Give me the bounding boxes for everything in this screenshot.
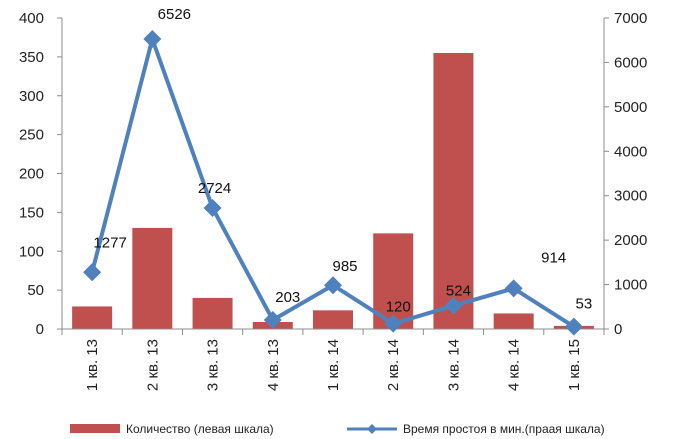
x-tick-label-5: 1 кв. 14	[325, 339, 342, 391]
x-tick-label-3: 3 кв. 13	[205, 339, 222, 391]
tick-labels: 0501001502002503003504000100020003000400…	[19, 10, 647, 391]
x-tick-label-9: 1 кв. 15	[566, 339, 583, 391]
legend-swatch-marker	[367, 424, 377, 434]
left-tick-label-3: 100	[19, 243, 44, 260]
x-tick-label-6: 2 кв. 14	[385, 339, 402, 391]
data-label-3: 2724	[198, 180, 231, 197]
data-label-6: 120	[386, 299, 411, 316]
left-tick-label-6: 250	[19, 127, 44, 144]
line-series	[83, 30, 583, 336]
right-tick-label-4: 3000	[614, 188, 647, 205]
left-tick-label-2: 50	[27, 282, 44, 299]
bar-1	[72, 306, 113, 329]
line-point-5	[324, 276, 342, 295]
x-tick-label-7: 3 кв. 14	[445, 339, 462, 391]
right-tick-label-2: 1000	[614, 277, 647, 294]
data-label-1: 1277	[93, 234, 126, 251]
right-tick-label-3: 2000	[614, 232, 647, 249]
bar-2	[132, 227, 173, 329]
bar-5	[313, 310, 353, 329]
axes	[57, 17, 609, 335]
bar-3	[192, 297, 233, 329]
right-tick-label-6: 5000	[614, 99, 647, 116]
bar-series	[72, 52, 594, 330]
legend: Количество (левая шкала) Время простоя в …	[70, 422, 605, 436]
data-labels: 1277 6526 2724 203 985 120 524 914 53	[93, 6, 592, 316]
left-tick-label-9: 400	[19, 10, 44, 27]
legend-label-line: Время простоя в мин.(праая шкала)	[403, 422, 605, 436]
line-point-8	[504, 279, 523, 298]
line-point-3	[203, 198, 222, 217]
right-tick-label-8: 7000	[614, 10, 647, 27]
left-tick-label-4: 150	[19, 204, 44, 221]
line-point-9	[564, 317, 583, 336]
data-label-2: 6526	[158, 6, 191, 23]
right-tick-label-7: 6000	[614, 54, 647, 71]
x-tick-label-8: 4 кв. 14	[506, 339, 523, 391]
line-point-7	[444, 296, 463, 315]
line-point-1	[83, 263, 102, 282]
left-tick-label-7: 300	[19, 88, 44, 105]
data-label-4: 203	[275, 289, 300, 306]
legend-swatch-bar	[70, 424, 120, 433]
line-point-2	[143, 30, 162, 49]
data-label-5: 985	[332, 258, 357, 275]
data-label-7: 524	[446, 283, 471, 300]
x-tick-label-4: 4 кв. 13	[265, 339, 282, 391]
left-tick-label-5: 200	[19, 166, 44, 183]
right-tick-label-1: 0	[614, 321, 622, 338]
line-point-6	[384, 314, 403, 333]
line-point-4	[263, 310, 282, 329]
x-tick-label-2: 2 кв. 13	[144, 339, 161, 391]
legend-label-bar: Количество (левая шкала)	[126, 422, 274, 436]
left-tick-label-8: 350	[19, 49, 44, 66]
data-label-9: 53	[576, 296, 593, 313]
right-tick-label-5: 4000	[614, 143, 647, 160]
x-tick-label-1: 1 кв. 13	[84, 339, 101, 391]
bar-7	[433, 52, 474, 330]
left-tick-label-1: 0	[36, 321, 44, 338]
bar-8	[493, 313, 534, 329]
data-label-8: 914	[541, 249, 566, 266]
